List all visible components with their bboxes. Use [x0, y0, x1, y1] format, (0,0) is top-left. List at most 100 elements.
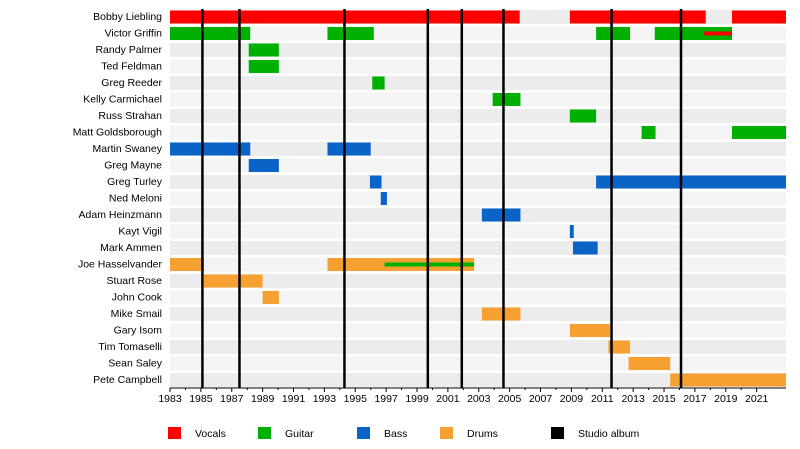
member-label: Pete Campbell — [93, 374, 162, 386]
x-tick-label: 2001 — [436, 393, 460, 405]
legend-label: Drums — [467, 428, 498, 440]
legend-swatch — [551, 427, 564, 439]
tenure-bar — [369, 175, 382, 189]
legend-label: Studio album — [578, 428, 640, 440]
row-band — [170, 43, 786, 57]
member-label: Adam Heinzmann — [79, 209, 163, 221]
x-tick-label: 2007 — [529, 393, 553, 405]
member-label: Randy Palmer — [95, 44, 162, 56]
row-band — [170, 340, 786, 354]
tenure-bar — [262, 291, 279, 304]
x-tick-label: 2021 — [745, 393, 769, 405]
member-label: Greg Turley — [107, 176, 163, 188]
tenure-bar — [327, 142, 371, 156]
member-label: Tim Tomaselli — [98, 341, 162, 353]
row-band — [170, 125, 786, 140]
member-label: Kayt Vigil — [118, 225, 162, 237]
row-band — [170, 92, 786, 107]
secondary-tenure-bar — [384, 262, 475, 267]
tenure-bar — [569, 109, 597, 123]
tenure-bar — [492, 93, 521, 106]
member-label: Ted Feldman — [101, 60, 162, 72]
tenure-bar — [481, 307, 521, 321]
member-label: Bobby Liebling — [93, 11, 162, 23]
x-tick-label: 2015 — [652, 393, 676, 405]
tenure-bar — [731, 10, 786, 24]
tenure-bar — [203, 274, 263, 288]
member-label: Victor Griffin — [105, 27, 163, 39]
x-tick-label: 2005 — [498, 393, 522, 405]
row-band — [170, 356, 786, 371]
member-label: Russ Strahan — [98, 110, 162, 122]
member-label: Gary Isom — [114, 324, 163, 336]
member-label: Greg Reeder — [101, 77, 162, 89]
x-tick-label: 1989 — [251, 393, 275, 405]
row-band — [170, 109, 786, 123]
tenure-bar — [569, 10, 706, 24]
tenure-bar — [372, 76, 385, 90]
tenure-bar — [170, 142, 251, 156]
tenure-bar — [170, 258, 204, 271]
tenure-bar — [670, 373, 786, 387]
tenure-bar — [654, 27, 732, 40]
member-label: Greg Mayne — [104, 159, 162, 171]
row-band — [170, 241, 786, 255]
tenure-bar — [641, 126, 656, 139]
member-label: Mark Ammen — [100, 242, 162, 254]
member-label: Joe Hasselvander — [78, 258, 163, 270]
tenure-bar — [380, 192, 387, 205]
row-band — [170, 26, 786, 41]
tenure-bar — [608, 340, 631, 354]
legend-swatch — [258, 427, 271, 439]
row-band — [170, 59, 786, 74]
tenure-bar — [327, 27, 374, 40]
x-tick-label: 1999 — [405, 393, 429, 405]
row-band — [170, 224, 786, 239]
row-band — [170, 274, 786, 288]
x-tick-label: 2019 — [714, 393, 738, 405]
x-tick-label: 1995 — [344, 393, 368, 405]
row-band — [170, 257, 786, 272]
legend-label: Guitar — [285, 428, 314, 440]
member-label: Stuart Rose — [107, 275, 163, 287]
row-band — [170, 158, 786, 173]
row-band — [170, 76, 786, 90]
row-band — [170, 290, 786, 305]
tenure-bar — [569, 225, 574, 238]
x-tick-label: 1987 — [220, 393, 244, 405]
x-tick-label: 2017 — [683, 393, 707, 405]
tenure-bar — [248, 43, 279, 57]
row-band — [170, 307, 786, 321]
x-tick-label: 1993 — [313, 393, 337, 405]
row-band — [170, 373, 786, 387]
tenure-bar — [628, 357, 671, 370]
x-tick-label: 1991 — [282, 393, 306, 405]
tenure-bar — [596, 175, 786, 189]
legend-swatch — [357, 427, 370, 439]
legend-swatch — [168, 427, 181, 439]
member-label: Sean Saley — [108, 357, 162, 369]
tenure-bar — [481, 208, 521, 222]
tenure-bar — [248, 159, 279, 172]
member-label: John Cook — [112, 291, 163, 303]
x-tick-label: 1997 — [374, 393, 398, 405]
member-label: Mike Smail — [111, 308, 162, 320]
secondary-tenure-bar — [704, 31, 732, 36]
x-tick-label: 2003 — [467, 393, 491, 405]
legend-label: Bass — [384, 428, 407, 440]
tenure-bar — [572, 241, 598, 255]
x-tick-label: 2011 — [591, 393, 614, 405]
member-label: Martin Swaney — [93, 143, 163, 155]
member-label: Matt Goldsborough — [73, 126, 162, 138]
legend-label: Vocals — [195, 428, 226, 440]
legend-swatch — [440, 427, 453, 439]
tenure-bar — [569, 324, 610, 337]
row-band — [170, 323, 786, 338]
member-label: Kelly Carmichael — [83, 93, 162, 105]
tenure-bar — [731, 126, 786, 139]
member-label: Ned Meloni — [109, 192, 162, 204]
x-tick-label: 1985 — [189, 393, 213, 405]
row-band — [170, 191, 786, 206]
tenure-bar — [248, 60, 279, 73]
